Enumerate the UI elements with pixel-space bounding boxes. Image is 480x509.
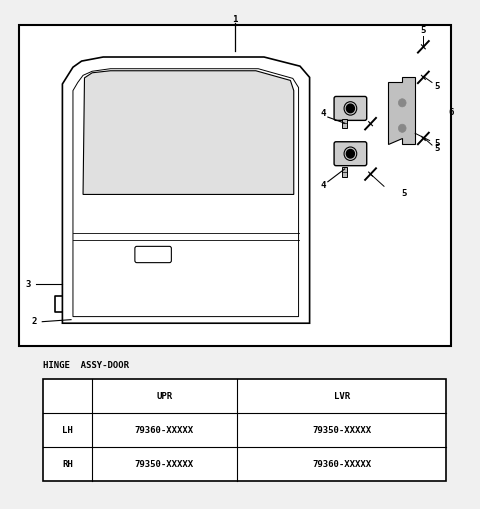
Text: 79350-XXXXX: 79350-XXXXX	[312, 426, 371, 435]
Text: 5: 5	[434, 144, 440, 153]
Polygon shape	[62, 57, 310, 323]
Bar	[342, 119, 347, 128]
Bar	[43, 379, 446, 481]
Text: 5: 5	[420, 26, 426, 35]
Polygon shape	[388, 77, 415, 144]
Text: 2: 2	[32, 317, 37, 326]
Bar	[342, 167, 347, 177]
Text: 79360-XXXXX: 79360-XXXXX	[134, 426, 194, 435]
FancyBboxPatch shape	[334, 97, 367, 121]
Text: 79350-XXXXX: 79350-XXXXX	[134, 460, 194, 469]
Text: 79360-XXXXX: 79360-XXXXX	[312, 460, 371, 469]
Text: LH: LH	[62, 426, 73, 435]
FancyBboxPatch shape	[334, 142, 367, 166]
Text: 5: 5	[401, 189, 407, 198]
Text: 4: 4	[321, 181, 326, 190]
Circle shape	[347, 104, 354, 112]
Text: 5: 5	[434, 82, 440, 91]
Text: LVR: LVR	[334, 391, 349, 401]
FancyBboxPatch shape	[135, 246, 171, 263]
Text: 3: 3	[25, 279, 31, 289]
Text: UPR: UPR	[156, 391, 172, 401]
Text: HINGE  ASSY-DOOR: HINGE ASSY-DOOR	[43, 361, 129, 370]
Circle shape	[398, 124, 406, 132]
Text: RH: RH	[62, 460, 73, 469]
Text: 1: 1	[232, 15, 238, 24]
Text: 4: 4	[321, 109, 326, 118]
Bar	[19, 25, 451, 346]
Circle shape	[347, 150, 354, 158]
Text: 6: 6	[448, 108, 454, 118]
Text: 5: 5	[434, 139, 440, 148]
Circle shape	[398, 99, 406, 107]
Polygon shape	[83, 71, 294, 194]
